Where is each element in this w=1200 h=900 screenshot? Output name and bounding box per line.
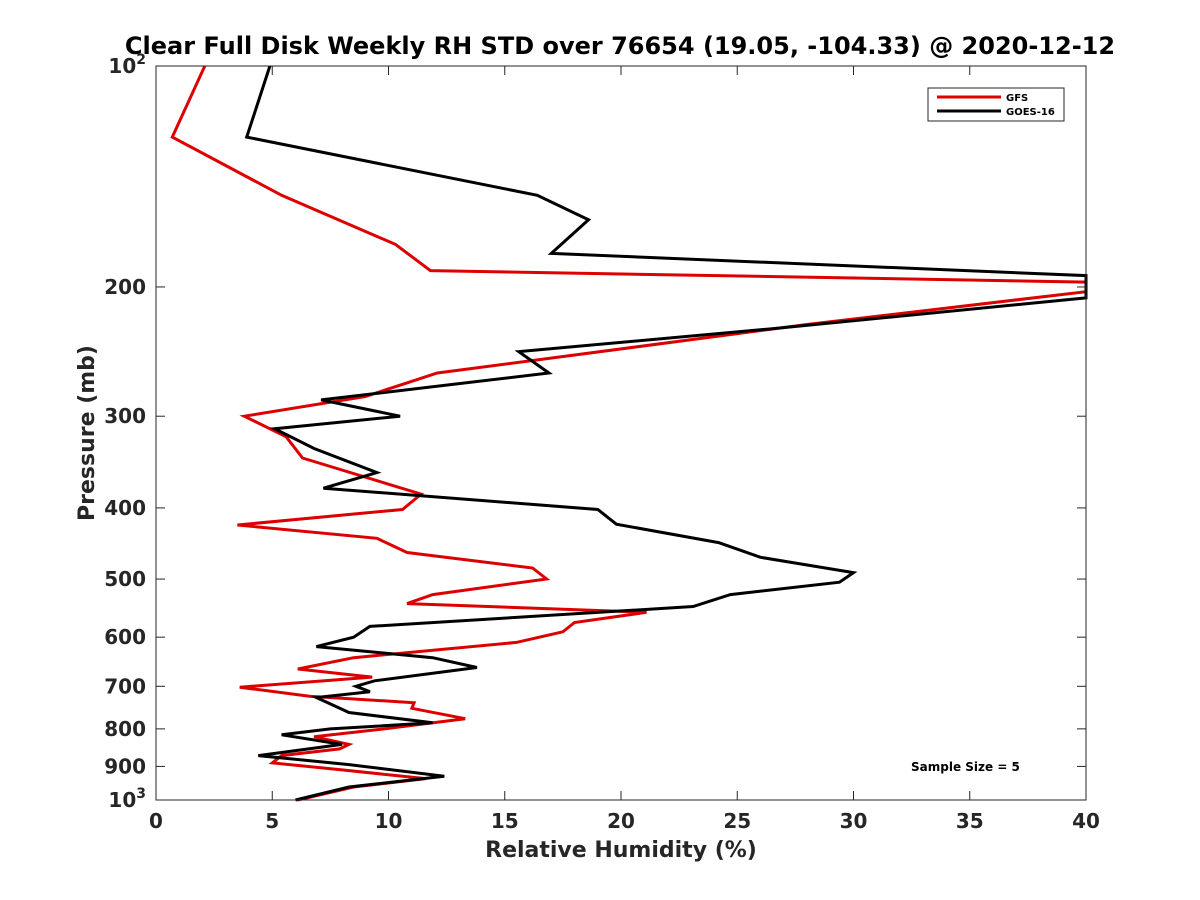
y-tick-label: 900: [104, 754, 146, 778]
x-tick-label: 40: [1072, 809, 1100, 833]
y-tick-label: 200: [104, 275, 146, 299]
y-axis: 102 200 300 400 500 600 700 800 900 103: [104, 52, 1086, 812]
legend-label-gfs: GFS: [1006, 93, 1028, 104]
plot-area: [170, 65, 1088, 802]
y-tick-label: 102: [108, 52, 146, 78]
y-tick-label: 800: [104, 717, 146, 741]
y-tick-label: 700: [104, 674, 146, 698]
series-line-goes16: [244, 65, 1088, 802]
legend: GFS GOES-16: [927, 87, 1065, 122]
x-tick-label: 10: [375, 809, 403, 833]
x-axis: 0 5 10 15 20 25 30 35 40: [149, 66, 1100, 833]
x-tick-label: 35: [956, 809, 984, 833]
x-tick-label: 5: [265, 809, 279, 833]
x-tick-label: 15: [491, 809, 519, 833]
y-tick-label: 400: [104, 496, 146, 520]
y-tick-label: 103: [108, 786, 146, 812]
y-axis-label: Pressure (mb): [75, 345, 100, 521]
chart-title: Clear Full Disk Weekly RH STD over 76654…: [125, 32, 1115, 60]
x-axis-label: Relative Humidity (%): [485, 838, 757, 863]
y-tick-label: 300: [104, 404, 146, 428]
legend-label-goes16: GOES-16: [1006, 107, 1055, 118]
x-tick-label: 30: [840, 809, 868, 833]
legend-box: [927, 87, 1065, 122]
y-tick-label: 500: [104, 567, 146, 591]
y-tick-label: 600: [104, 625, 146, 649]
x-tick-label: 0: [149, 809, 163, 833]
x-tick-label: 25: [723, 809, 751, 833]
sample-size-annotation: Sample Size = 5: [911, 760, 1020, 774]
x-tick-label: 20: [607, 809, 635, 833]
